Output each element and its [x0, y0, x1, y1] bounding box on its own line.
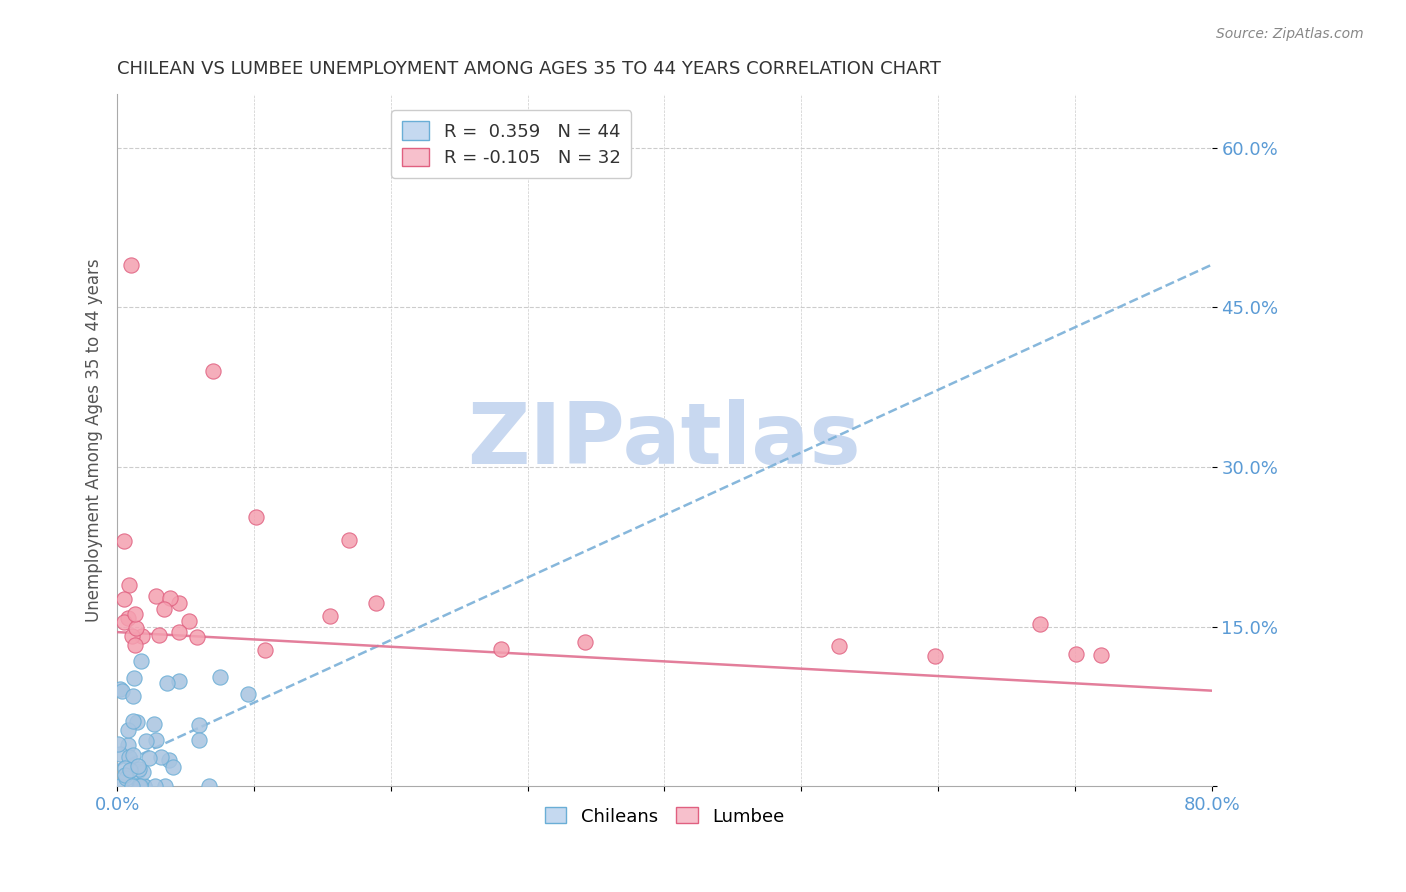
Point — [108, 681, 131, 696]
Point — [169, 674, 191, 689]
Point — [138, 751, 160, 765]
Point — [143, 780, 166, 794]
Point — [128, 780, 150, 794]
Point — [162, 760, 184, 774]
Point — [115, 771, 138, 785]
Point — [245, 510, 267, 524]
Y-axis label: Unemployment Among Ages 35 to 44 years: Unemployment Among Ages 35 to 44 years — [86, 259, 103, 623]
Point — [1090, 648, 1112, 662]
Point — [201, 364, 224, 378]
Point — [153, 779, 176, 793]
Point — [131, 765, 153, 780]
Point — [118, 749, 141, 764]
Point — [156, 676, 179, 690]
Text: Source: ZipAtlas.com: Source: ZipAtlas.com — [1216, 27, 1364, 41]
Point — [491, 641, 513, 656]
Point — [125, 621, 148, 635]
Point — [574, 635, 596, 649]
Point — [107, 737, 129, 751]
Point — [124, 638, 146, 652]
Point — [112, 615, 135, 629]
Point — [153, 602, 176, 616]
Point — [129, 654, 152, 668]
Point — [135, 733, 157, 747]
Point — [129, 780, 152, 794]
Point — [236, 687, 259, 701]
Point — [197, 780, 219, 794]
Point — [111, 684, 134, 698]
Point — [337, 533, 360, 548]
Point — [117, 723, 139, 737]
Point — [127, 759, 149, 773]
Point — [159, 591, 181, 606]
Point — [122, 671, 145, 685]
Point — [114, 768, 136, 782]
Text: ZIPatlas: ZIPatlas — [468, 399, 862, 482]
Point — [108, 747, 131, 762]
Point — [150, 750, 173, 764]
Point — [132, 780, 155, 794]
Point — [134, 780, 156, 794]
Point — [1028, 617, 1050, 632]
Point — [121, 629, 143, 643]
Point — [127, 764, 149, 778]
Point — [157, 754, 180, 768]
Point — [167, 625, 190, 640]
Point — [117, 738, 139, 752]
Point — [142, 717, 165, 731]
Point — [188, 717, 211, 731]
Point — [186, 630, 208, 644]
Point — [828, 639, 851, 653]
Point — [129, 780, 152, 794]
Point — [177, 614, 200, 628]
Point — [145, 732, 167, 747]
Point — [120, 763, 142, 777]
Point — [108, 780, 131, 794]
Point — [124, 607, 146, 622]
Point — [120, 258, 142, 272]
Point — [131, 629, 153, 643]
Point — [318, 609, 340, 624]
Point — [188, 732, 211, 747]
Point — [117, 611, 139, 625]
Point — [118, 578, 141, 592]
Point — [112, 591, 135, 606]
Point — [148, 628, 170, 642]
Point — [125, 715, 148, 730]
Text: CHILEAN VS LUMBEE UNEMPLOYMENT AMONG AGES 35 TO 44 YEARS CORRELATION CHART: CHILEAN VS LUMBEE UNEMPLOYMENT AMONG AGE… — [117, 60, 941, 78]
Point — [112, 534, 135, 549]
Point — [121, 780, 143, 794]
Legend: Chileans, Lumbee: Chileans, Lumbee — [537, 800, 792, 833]
Point — [121, 747, 143, 762]
Point — [167, 596, 190, 610]
Point — [122, 689, 145, 703]
Point — [364, 596, 387, 610]
Point — [253, 643, 276, 657]
Point — [114, 761, 136, 775]
Point — [122, 714, 145, 729]
Point — [145, 589, 167, 603]
Point — [208, 670, 231, 684]
Point — [924, 648, 946, 663]
Point — [128, 762, 150, 776]
Point — [1064, 647, 1087, 661]
